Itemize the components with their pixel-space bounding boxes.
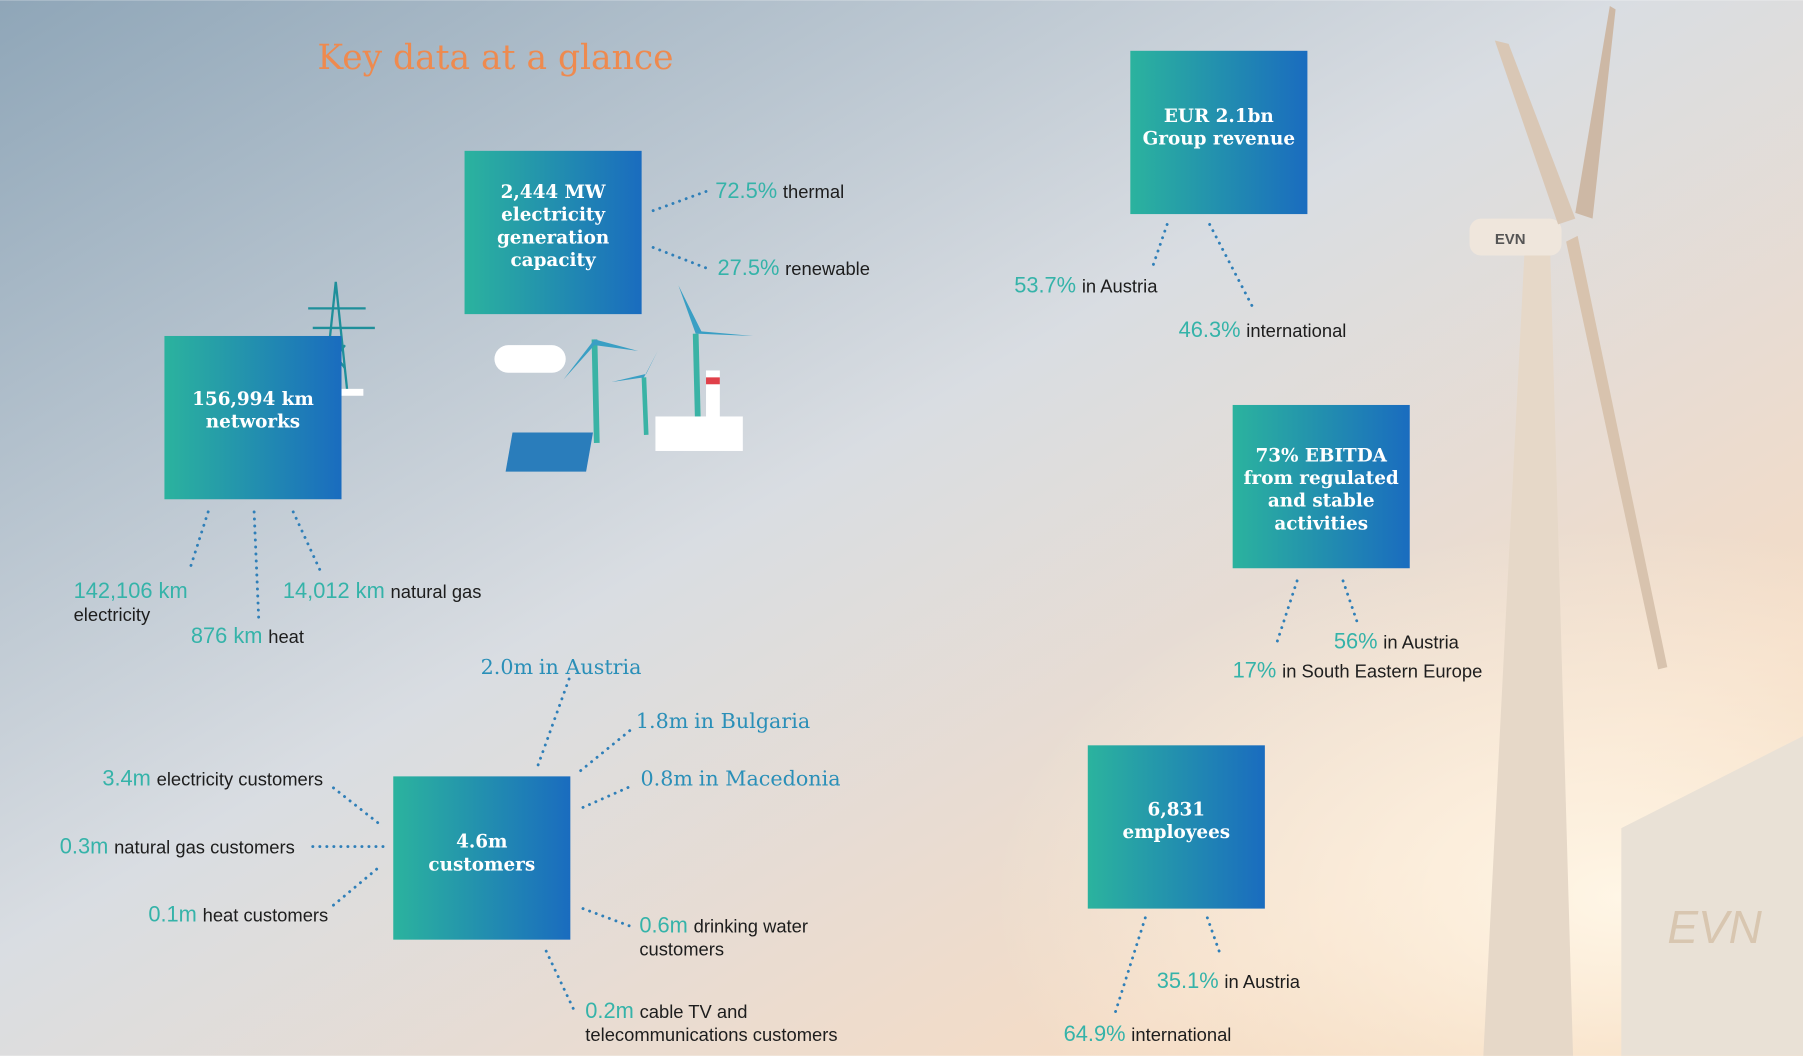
- breakdown-item: 0.1m heat customers: [148, 901, 328, 926]
- item-label: in Austria: [1082, 275, 1158, 296]
- item-value: 64.9%: [1064, 1021, 1126, 1046]
- box-label: employees: [1123, 822, 1231, 843]
- box-label: 6,831: [1148, 799, 1206, 820]
- title: Key data at a glance: [317, 38, 673, 78]
- item-label: cable TV and: [640, 1001, 748, 1022]
- item-label: renewable: [785, 258, 870, 279]
- box-label: 73% EBITDA: [1255, 445, 1387, 466]
- item-value: 27.5%: [718, 255, 780, 280]
- item-label: natural gas customers: [114, 836, 295, 857]
- item-text: 64.9%international: [1064, 1021, 1232, 1046]
- item-text: 0.6m drinking water: [639, 913, 808, 938]
- box-label: electricity: [501, 205, 606, 226]
- item-label: thermal: [783, 181, 844, 202]
- item-label: drinking water: [694, 916, 808, 937]
- item-value: 46.3%: [1179, 317, 1241, 342]
- box-label: 156,994 km: [192, 389, 314, 410]
- item-text: 35.1%in Austria: [1157, 968, 1301, 993]
- breakdown-item: 46.3%international: [1179, 317, 1347, 342]
- item-text: 1.8min Bulgaria: [636, 709, 810, 733]
- item-label: international: [1246, 320, 1346, 341]
- item-label: in Macedonia: [699, 767, 841, 791]
- item-value: 876 km: [191, 623, 263, 648]
- item-text: 53.7% in Austria: [1014, 272, 1158, 297]
- item-text: 142,106 km: [74, 578, 188, 603]
- breakdown-item: 27.5%renewable: [718, 255, 870, 280]
- item-text: 0.1m heat customers: [148, 901, 328, 926]
- box-label: from regulated: [1244, 468, 1399, 489]
- box-label: customers: [428, 854, 535, 875]
- item-text: 0.2m cable TV and: [585, 998, 747, 1023]
- box-label: and stable: [1268, 491, 1375, 512]
- item-value: 0.1m: [148, 901, 197, 926]
- item-label: telecommunications customers: [585, 1024, 837, 1045]
- item-label: heat: [268, 626, 304, 647]
- box-label: 4.6m: [456, 832, 508, 853]
- box-label: generation: [497, 227, 609, 248]
- item-label: customers: [639, 939, 724, 960]
- item-value: 53.7%: [1014, 272, 1076, 297]
- item-value: 3.4m: [102, 766, 151, 791]
- item-text: 56%in Austria: [1334, 629, 1460, 654]
- breakdown-item: 64.9%international: [1064, 1021, 1232, 1046]
- item-value: 0.8m: [640, 767, 693, 791]
- item-value: 1.8m: [636, 709, 689, 733]
- breakdown-item: 56%in Austria: [1334, 629, 1460, 654]
- item-value: 35.1%: [1157, 968, 1219, 993]
- breakdown-item: 1.8min Bulgaria: [636, 709, 810, 733]
- item-value: 0.2m: [585, 998, 634, 1023]
- item-label: natural gas: [391, 581, 482, 602]
- item-value: 0.6m: [639, 913, 688, 938]
- item-text: 14,012 km natural gas: [283, 578, 482, 603]
- item-label: electricity: [74, 604, 151, 625]
- item-label: in Bulgaria: [694, 709, 810, 733]
- breakdown-item: 17%in South Eastern Europe: [1233, 657, 1483, 682]
- item-label: heat customers: [203, 904, 329, 925]
- svg-text:EVN: EVN: [1667, 901, 1762, 953]
- box-label: EUR 2.1bn: [1164, 106, 1274, 127]
- breakdown-item: 35.1%in Austria: [1157, 968, 1301, 993]
- box-label: capacity: [510, 250, 597, 271]
- item-label: in Austria: [1224, 971, 1300, 992]
- breakdown-item: 53.7% in Austria: [1014, 272, 1158, 297]
- box-label: networks: [206, 412, 300, 433]
- item-value: 14,012 km: [283, 578, 385, 603]
- breakdown-item: 3.4m electricity customers: [102, 766, 323, 791]
- item-value: 72.5%: [715, 178, 777, 203]
- item-text: 3.4m electricity customers: [102, 766, 323, 791]
- item-value: 56%: [1334, 629, 1378, 654]
- item-label: in South Eastern Europe: [1282, 660, 1482, 681]
- infographic: EVN EVN Key data at a glance 2,444 MWele…: [0, 0, 1803, 1056]
- item-text: 27.5%renewable: [718, 255, 870, 280]
- box-label: activities: [1274, 513, 1368, 534]
- page: EVN EVN Key data at a glance 2,444 MWele…: [0, 0, 1803, 1056]
- breakdown-item: 14,012 km natural gas: [283, 578, 482, 603]
- svg-text:EVN: EVN: [1495, 231, 1526, 248]
- item-value: 2.0m: [481, 655, 534, 679]
- item-text: 17%in South Eastern Europe: [1233, 657, 1483, 682]
- box-label: Group revenue: [1143, 129, 1295, 150]
- item-text: 46.3%international: [1179, 317, 1347, 342]
- item-value: 17%: [1233, 657, 1277, 682]
- item-label: in Austria: [1383, 632, 1459, 653]
- item-label: in Austria: [539, 655, 642, 679]
- item-label: electricity customers: [157, 769, 323, 790]
- item-value: 142,106 km: [74, 578, 188, 603]
- item-value: 0.3m: [60, 833, 109, 858]
- item-label: international: [1131, 1024, 1231, 1045]
- box-label: 2,444 MW: [501, 182, 606, 203]
